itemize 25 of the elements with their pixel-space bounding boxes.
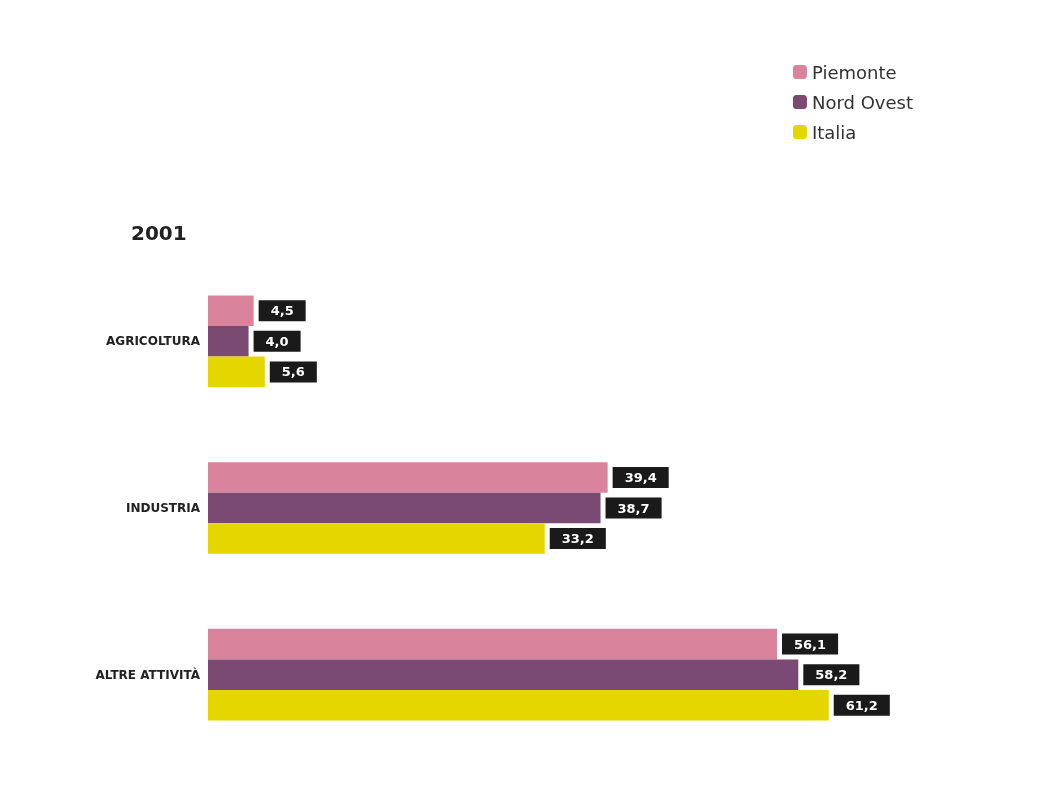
data-label: 5,6 [281,364,305,380]
legend-label: Italia [811,121,857,143]
y-tick-label: ALTRE ATTIVITÀ [95,666,201,682]
bar [208,523,545,554]
data-label: 58,2 [815,667,848,683]
y-tick-label: INDUSTRIA [125,501,201,515]
bar [208,659,799,690]
data-label: 61,2 [845,697,878,713]
data-label: 39,4 [624,469,657,485]
data-label: 38,7 [617,500,650,516]
data-label: 33,2 [561,531,594,547]
legend-label: Nord Ovest [811,91,914,113]
bar [208,326,249,357]
bar [208,689,829,721]
bar [208,628,778,660]
chart-title: 2001 [131,221,187,245]
data-label: 4,0 [265,333,289,349]
bar [208,356,265,388]
data-label: 4,5 [270,303,294,319]
bar [208,492,601,524]
bar [208,295,254,327]
bar [208,462,608,493]
y-tick-label: AGRICOLTURA [106,334,201,349]
legend-label: Piemonte [811,61,897,83]
data-label: 56,1 [794,636,827,652]
